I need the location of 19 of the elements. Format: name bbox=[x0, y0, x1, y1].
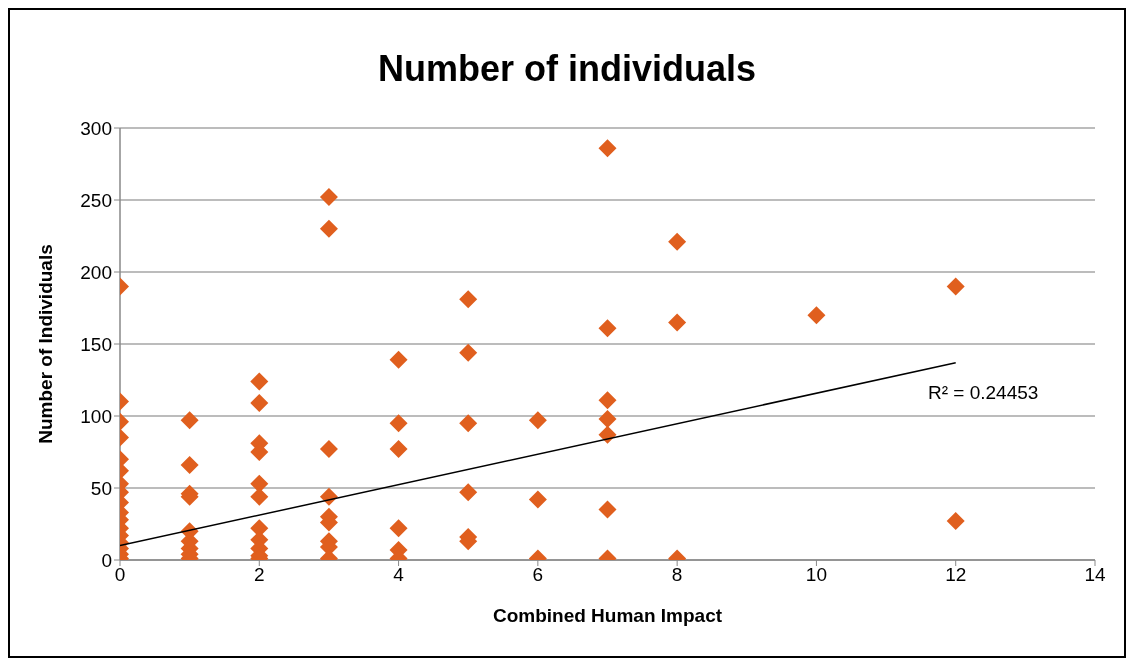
chart-title: Number of individuals bbox=[376, 48, 757, 90]
x-tick-label: 0 bbox=[114, 564, 126, 586]
x-tick-label: 14 bbox=[1084, 564, 1106, 586]
y-tick-label: 50 bbox=[90, 477, 112, 499]
y-tick-label: 250 bbox=[80, 189, 112, 211]
x-tick-label: 10 bbox=[805, 564, 827, 586]
y-tick-label: 150 bbox=[80, 333, 112, 355]
annotation: R² = 0.24453 bbox=[928, 382, 1039, 404]
x-tick-label: 4 bbox=[393, 564, 405, 586]
y-tick-label: 0 bbox=[101, 549, 112, 571]
x-axis-title: Combined Human Impact bbox=[492, 605, 723, 626]
x-tick-label: 6 bbox=[532, 564, 544, 586]
x-tick-label: 2 bbox=[254, 564, 265, 586]
y-tick-label: 200 bbox=[80, 261, 112, 283]
x-tick-label: 8 bbox=[671, 564, 683, 586]
y-tick-label: 300 bbox=[80, 117, 112, 139]
y-axis-title: Number of Individuals bbox=[34, 244, 56, 444]
x-tick-label: 12 bbox=[945, 564, 967, 586]
y-tick-label: 100 bbox=[80, 405, 112, 427]
